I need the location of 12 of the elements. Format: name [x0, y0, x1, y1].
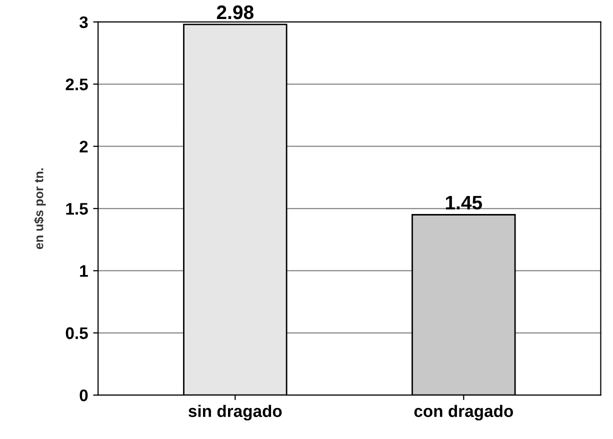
y-tick-label: 3 — [79, 16, 88, 28]
y-tick-label: 1.5 — [66, 203, 88, 215]
y-tick-label: 0 — [80, 390, 88, 402]
y-tick-label: 1 — [80, 265, 88, 277]
y-axis-title: en u$s por tn. — [34, 168, 46, 250]
data-label: 2.98 — [216, 5, 254, 20]
y-tick-label: 0.5 — [66, 327, 88, 340]
x-tick-label: con dragado — [414, 404, 514, 420]
data-label: 1.45 — [446, 196, 482, 210]
y-tick-label: 2 — [80, 140, 88, 152]
x-tick-label: sin dragado — [188, 404, 282, 420]
y-tick-label: 2.5 — [66, 78, 88, 90]
